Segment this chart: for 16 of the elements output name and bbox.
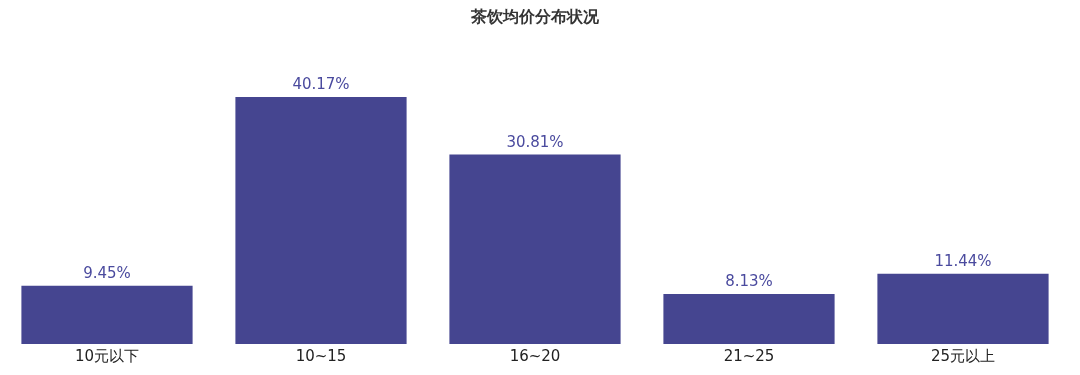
- x-tick-label: 10元以下: [74, 346, 140, 365]
- data-label: 9.45%: [83, 264, 131, 283]
- bar: [663, 293, 835, 344]
- x-tick-label: 21~25: [723, 346, 775, 365]
- x-tick-label: 16~20: [509, 346, 561, 365]
- data-label: 30.81%: [506, 132, 564, 151]
- data-label: 40.17%: [292, 75, 350, 94]
- data-label: 11.44%: [934, 252, 992, 271]
- chart-title: 茶饮均价分布状况: [470, 6, 600, 26]
- x-tick-label: 25元以上: [930, 346, 996, 365]
- bar: [877, 273, 1049, 344]
- bar: [449, 154, 621, 344]
- x-tick-label: 10~15: [295, 346, 347, 365]
- bar: [235, 96, 407, 344]
- data-label: 8.13%: [725, 272, 773, 291]
- bar: [21, 285, 193, 344]
